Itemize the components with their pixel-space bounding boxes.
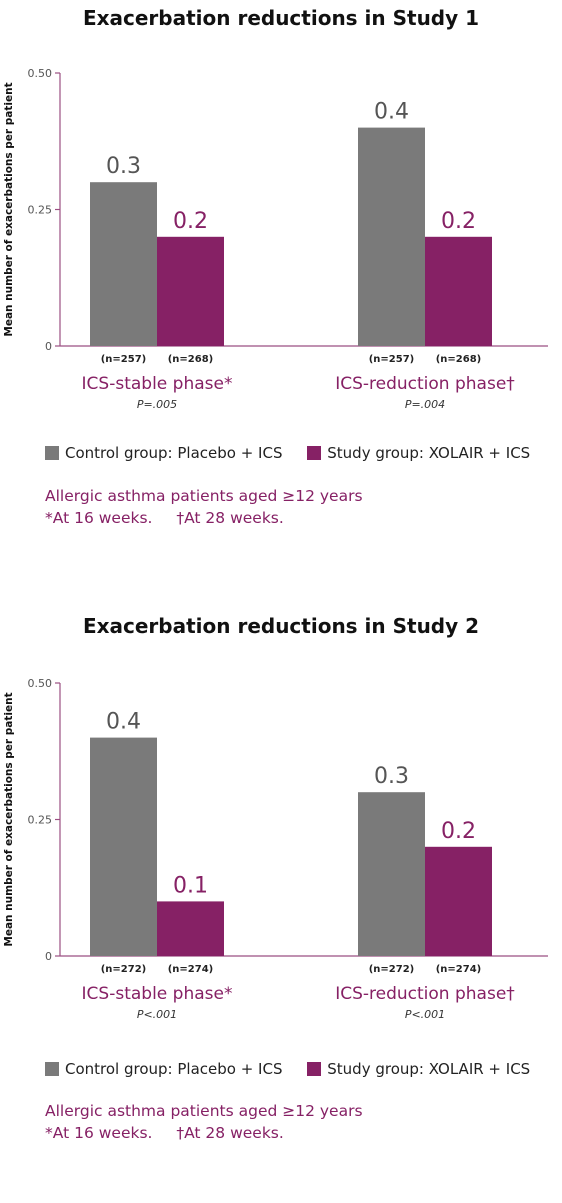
- p-value-label: P=.004: [405, 398, 445, 411]
- sample-size-label: (n=257): [369, 354, 415, 365]
- bar-control: [358, 127, 425, 346]
- p-value-label: P<.001: [137, 1008, 177, 1021]
- sample-size-label: (n=274): [168, 964, 214, 975]
- legend-swatch-control: [45, 1062, 59, 1076]
- footnotes: Allergic asthma patients aged ≥12 years …: [45, 1100, 363, 1144]
- population-note: Allergic asthma patients aged ≥12 years: [45, 487, 363, 505]
- legend-label-control: Control group: Placebo + ICS: [65, 1060, 283, 1078]
- y-tick-label: 0.25: [28, 204, 53, 217]
- legend-item-control: Control group: Placebo + ICS: [45, 1060, 282, 1078]
- bar-control: [90, 737, 157, 956]
- study-2-chart: Mean number of exacerbations per patient…: [3, 677, 548, 1021]
- category-label: ICS-stable phase*: [82, 374, 233, 394]
- legend-item-study: Study group: XOLAIR + ICS: [307, 444, 530, 462]
- bar-control: [90, 182, 157, 346]
- bar-study: [157, 901, 224, 956]
- bar-value-label: 0.1: [173, 873, 208, 898]
- category-label: ICS-stable phase*: [82, 984, 233, 1004]
- y-axis-label: Mean number of exacerbations per patient: [3, 692, 15, 946]
- y-tick-label: 0: [45, 950, 52, 963]
- legend-label-study: Study group: XOLAIR + ICS: [327, 1060, 531, 1078]
- sample-size-label: (n=257): [101, 354, 147, 365]
- chart-legend: Control group: Placebo + ICS Study group…: [45, 1060, 550, 1080]
- bar-value-label: 0.3: [374, 764, 409, 789]
- bar-study: [157, 236, 224, 346]
- sample-size-label: (n=272): [369, 964, 415, 975]
- timepoint-notes: *At 16 weeks. †At 28 weeks.: [45, 1122, 363, 1144]
- footnote-star: *At 16 weeks.: [45, 1124, 153, 1142]
- y-tick-label: 0.50: [28, 67, 53, 80]
- chart-title: Exacerbation reductions in Study 1: [82, 6, 480, 30]
- footnote-star: *At 16 weeks.: [45, 509, 153, 527]
- bar-study: [425, 236, 492, 346]
- legend-swatch-control: [45, 446, 59, 460]
- legend-swatch-study: [307, 1062, 322, 1076]
- bar-value-label: 0.4: [106, 710, 141, 735]
- population-note: Allergic asthma patients aged ≥12 years: [45, 1102, 363, 1120]
- sample-size-label: (n=268): [436, 354, 482, 365]
- y-tick-label: 0: [45, 340, 52, 353]
- footnote-dagger: †At 28 weeks.: [176, 1124, 284, 1142]
- p-value-label: P=.005: [137, 398, 177, 411]
- y-tick-label: 0.50: [28, 677, 53, 690]
- y-axis-label: Mean number of exacerbations per patient: [3, 82, 15, 336]
- legend-label-study: Study group: XOLAIR + ICS: [327, 444, 531, 462]
- bar-value-label: 0.3: [106, 154, 141, 179]
- legend-item-control: Control group: Placebo + ICS: [45, 444, 282, 462]
- footnotes: Allergic asthma patients aged ≥12 years …: [45, 485, 363, 529]
- bar-value-label: 0.4: [374, 100, 409, 125]
- timepoint-notes: *At 16 weeks. †At 28 weeks.: [45, 507, 363, 529]
- y-tick-label: 0.25: [28, 814, 53, 827]
- legend-swatch-study: [307, 446, 322, 460]
- bar-value-label: 0.2: [173, 209, 208, 234]
- sample-size-label: (n=272): [101, 964, 147, 975]
- footnote-dagger: †At 28 weeks.: [176, 509, 284, 527]
- sample-size-label: (n=268): [168, 354, 214, 365]
- bar-study: [425, 846, 492, 956]
- chart-title: Exacerbation reductions in Study 2: [82, 614, 480, 638]
- chart-legend: Control group: Placebo + ICS Study group…: [45, 444, 550, 464]
- legend-label-control: Control group: Placebo + ICS: [65, 444, 283, 462]
- category-label: ICS-reduction phase†: [335, 984, 515, 1004]
- bar-value-label: 0.2: [441, 819, 476, 844]
- legend-item-study: Study group: XOLAIR + ICS: [307, 1060, 530, 1078]
- study-1-chart: Mean number of exacerbations per patient…: [3, 67, 548, 411]
- category-label: ICS-reduction phase†: [335, 374, 515, 394]
- p-value-label: P<.001: [405, 1008, 445, 1021]
- bar-value-label: 0.2: [441, 209, 476, 234]
- bar-control: [358, 792, 425, 956]
- sample-size-label: (n=274): [436, 964, 482, 975]
